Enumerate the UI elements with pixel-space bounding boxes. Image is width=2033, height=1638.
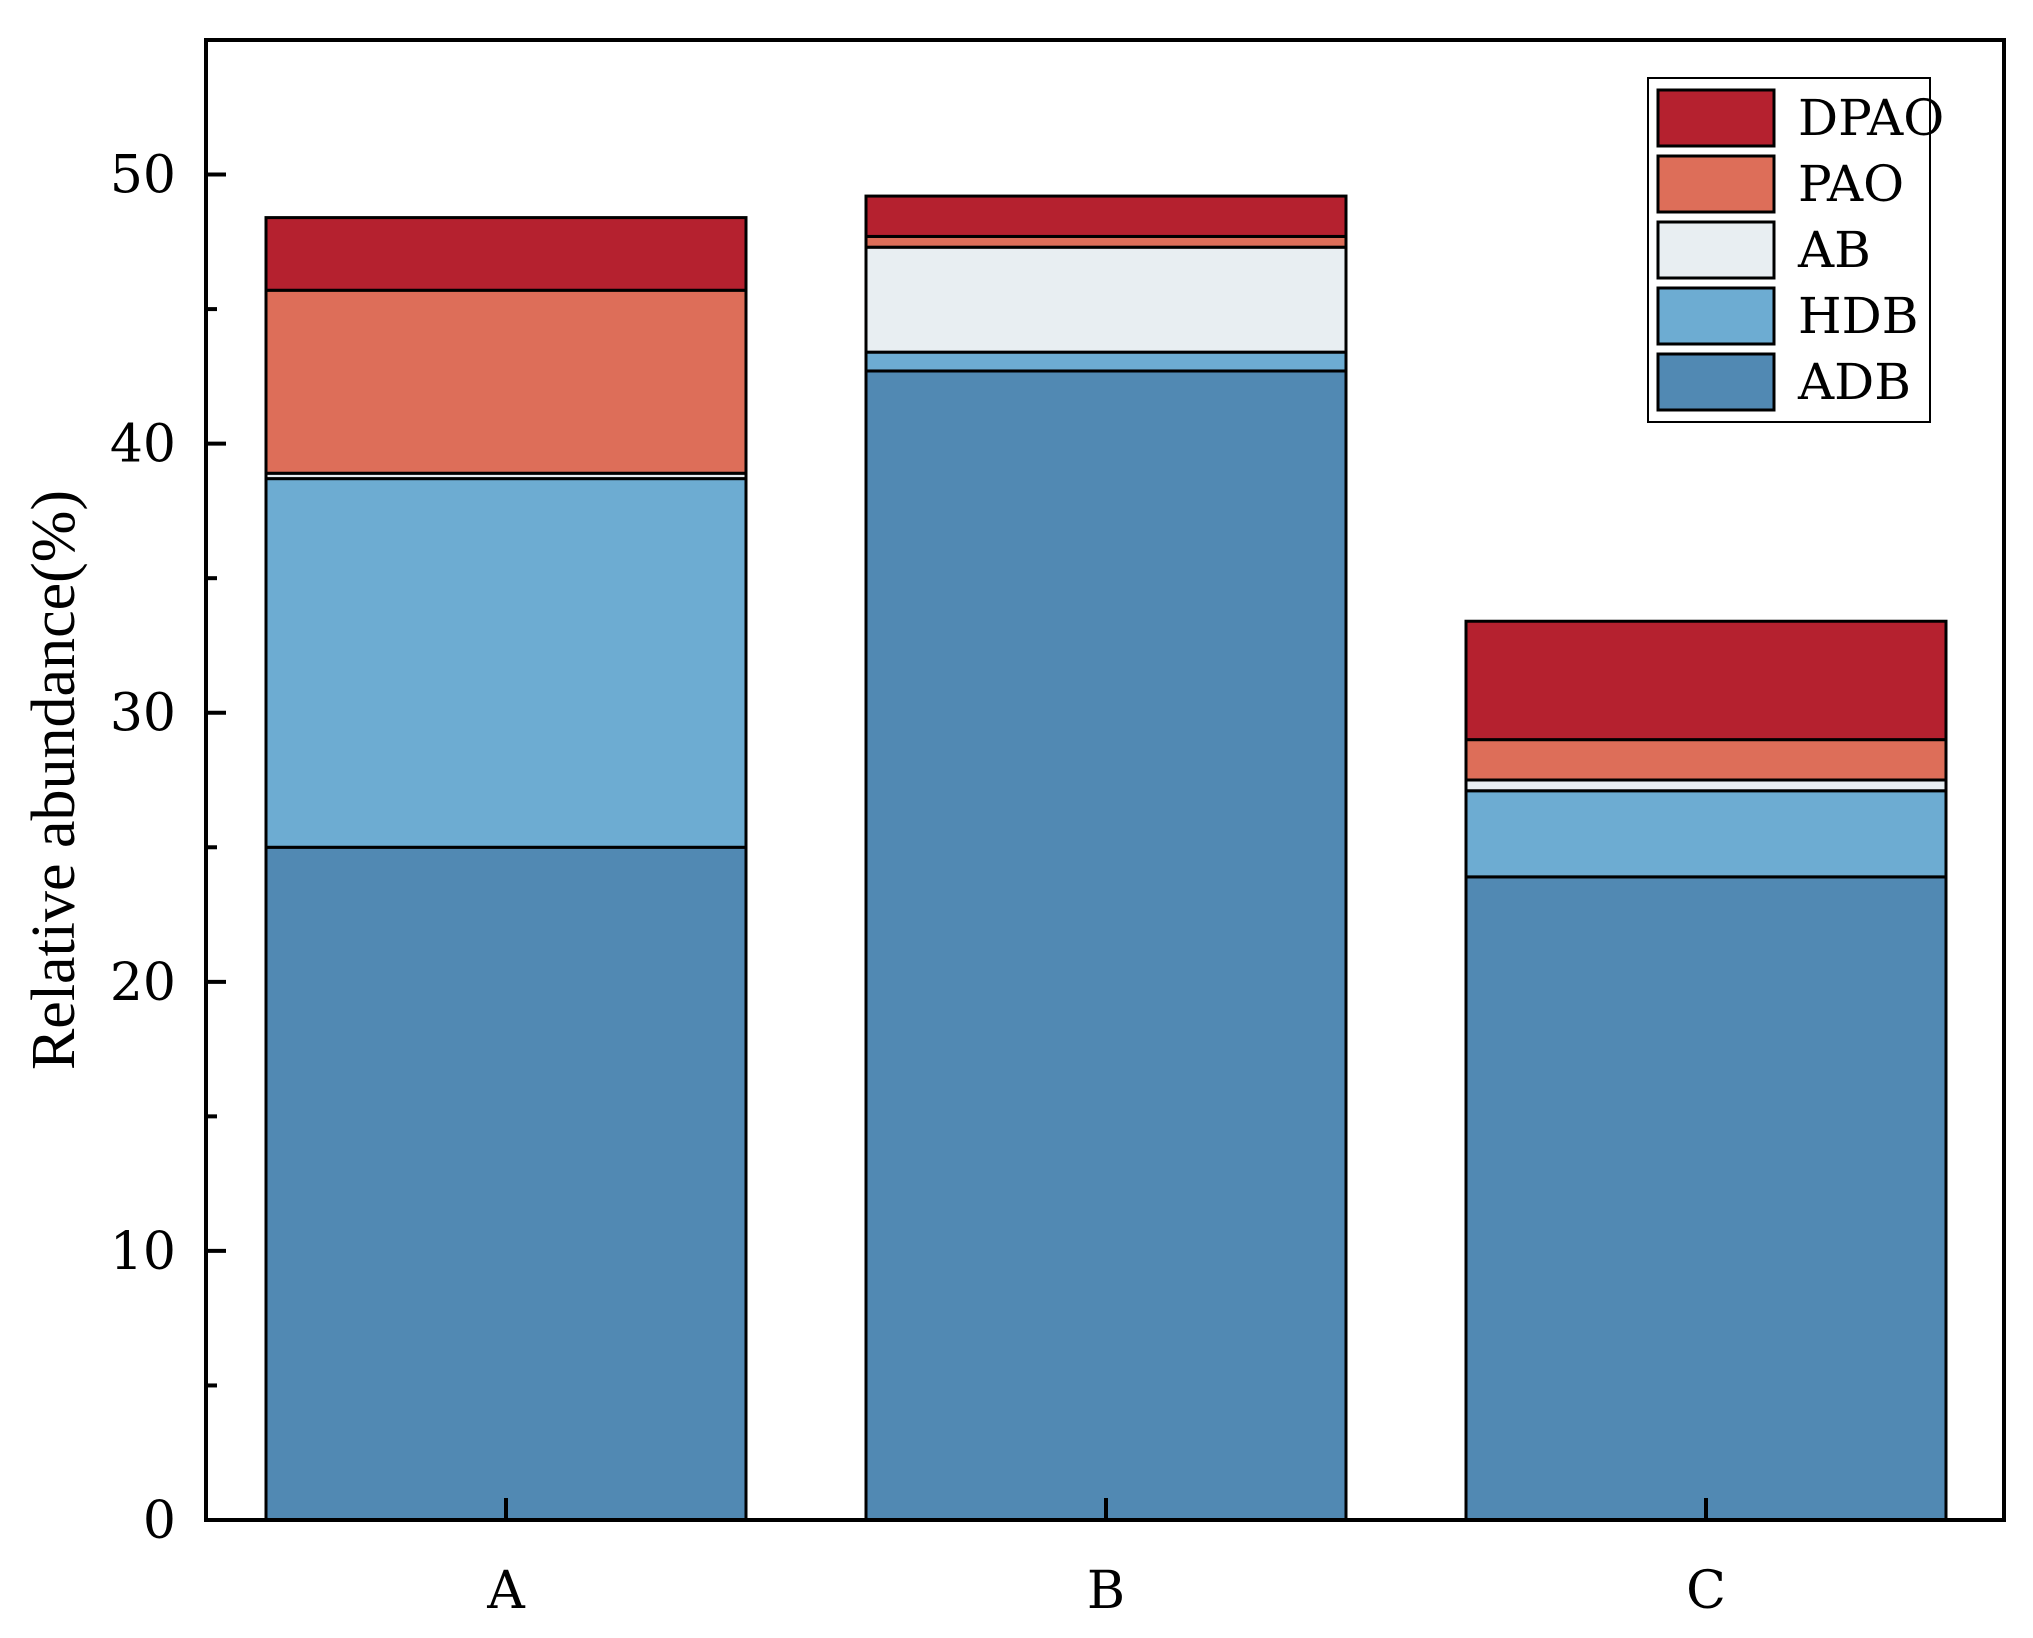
legend: DPAO PAO AB HDB ADB [1647, 77, 1944, 423]
legend-swatch-dpao [1656, 88, 1776, 148]
legend-swatch-pao [1656, 154, 1776, 214]
y-tick-label: 30 [110, 684, 176, 744]
legend-label-adb: ADB [1797, 353, 1911, 411]
x-tick-label: C [1686, 1561, 1726, 1621]
bar-stack-B [864, 194, 1348, 1522]
legend-label-hdb: HDB [1798, 287, 1918, 345]
bar-C-ab [1464, 778, 1948, 793]
x-tick-label: B [1087, 1561, 1125, 1621]
bar-C-pao [1464, 738, 1948, 782]
bar-B-ab [864, 245, 1348, 354]
legend-label-ab: AB [1797, 221, 1871, 279]
y-tick-label: 0 [143, 1491, 176, 1551]
legend-swatch-hdb [1656, 286, 1776, 346]
x-tick-label: A [486, 1561, 526, 1621]
y-tick-label: 20 [110, 953, 176, 1013]
y-tick-label: 10 [110, 1222, 176, 1282]
bar-B-dpao [864, 194, 1348, 238]
bar-C-hdb [1464, 789, 1948, 879]
legend-swatch-adb [1656, 352, 1776, 412]
bar-C-adb [1464, 875, 1948, 1522]
bars-layer [264, 194, 1948, 1522]
legend-swatch-ab [1656, 220, 1776, 280]
legend-label-pao: PAO [1798, 155, 1904, 213]
y-tick-label: 50 [110, 146, 176, 206]
bar-A-adb [264, 845, 748, 1522]
bar-B-adb [864, 369, 1348, 1522]
legend-label-dpao: DPAO [1798, 89, 1944, 147]
y-axis-title: Relative abundance(%) [20, 490, 88, 1070]
bar-A-pao [264, 288, 748, 475]
bar-stack-A [264, 216, 748, 1522]
bar-B-hdb [864, 350, 1348, 373]
x-axis: A B C [486, 1498, 1726, 1621]
bar-A-dpao [264, 216, 748, 292]
bar-C-dpao [1464, 619, 1948, 742]
bar-stack-C [1464, 619, 1948, 1522]
y-axis: 0 10 20 30 40 50 [110, 38, 226, 1551]
bar-A-hdb [264, 477, 748, 849]
y-tick-label: 40 [110, 415, 176, 475]
bar-B-pao [864, 234, 1348, 249]
